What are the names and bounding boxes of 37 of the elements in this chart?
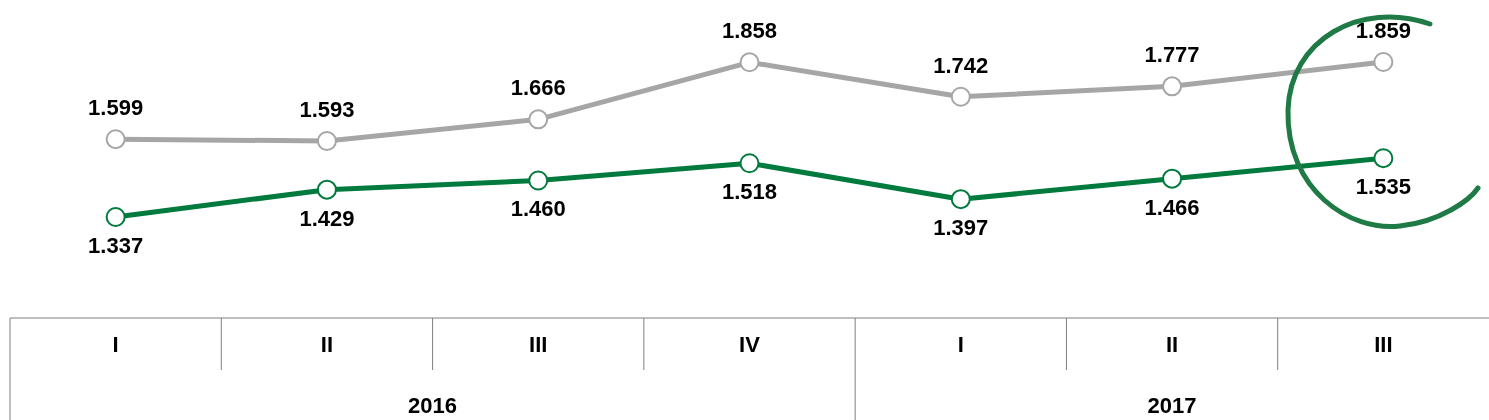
data-label: 1.777 <box>1144 42 1200 68</box>
data-label: 1.397 <box>933 215 989 241</box>
data-label: 1.466 <box>1144 194 1200 220</box>
x-tick-label: IV <box>739 332 761 357</box>
x-tick-label: III <box>1374 332 1393 357</box>
point <box>950 189 971 210</box>
point <box>528 109 549 130</box>
data-label: 1.337 <box>88 233 144 258</box>
point <box>739 52 760 73</box>
point <box>1162 168 1183 189</box>
x-tick-label: II <box>1165 332 1179 357</box>
x-tick-label: I <box>112 332 119 357</box>
point <box>1162 76 1183 97</box>
data-label: 1.593 <box>299 96 355 122</box>
text: 2017 <box>1147 393 1197 418</box>
point <box>950 86 971 107</box>
data-label: 1.518 <box>721 179 778 205</box>
x-tick-label: III <box>529 332 548 357</box>
data-label: 1.858 <box>721 18 778 44</box>
point <box>1373 52 1394 72</box>
point <box>528 170 549 191</box>
data-label: 1.742 <box>933 52 989 78</box>
point <box>105 207 126 227</box>
data-label: 1.535 <box>1355 174 1411 200</box>
point <box>316 179 337 200</box>
point <box>739 153 760 174</box>
data-label: 1.666 <box>510 75 566 101</box>
point <box>1373 148 1394 169</box>
data-label: 1.599 <box>88 95 144 121</box>
data-label: 1.460 <box>510 196 566 222</box>
x-tick-label: I <box>957 332 964 357</box>
data-label: 1.859 <box>1355 18 1411 43</box>
point <box>105 129 126 150</box>
text: 2016 <box>408 393 458 418</box>
data-label: 1.429 <box>299 205 355 231</box>
point <box>316 130 337 151</box>
x-tick-label: II <box>320 332 334 357</box>
